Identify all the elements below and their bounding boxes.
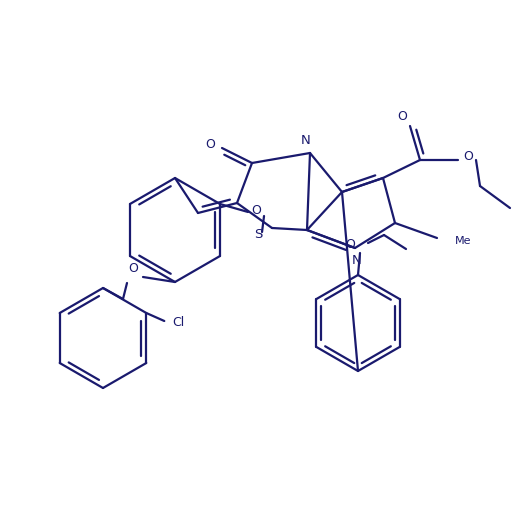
Text: Cl: Cl: [172, 316, 184, 330]
Text: S: S: [254, 228, 262, 240]
Text: O: O: [397, 110, 407, 122]
Text: O: O: [205, 138, 215, 150]
Text: O: O: [128, 263, 138, 275]
Text: N: N: [352, 255, 362, 268]
Text: O: O: [463, 149, 473, 163]
Text: O: O: [251, 204, 261, 216]
Text: O: O: [345, 238, 355, 251]
Text: Me: Me: [455, 236, 472, 246]
Text: N: N: [301, 135, 311, 147]
